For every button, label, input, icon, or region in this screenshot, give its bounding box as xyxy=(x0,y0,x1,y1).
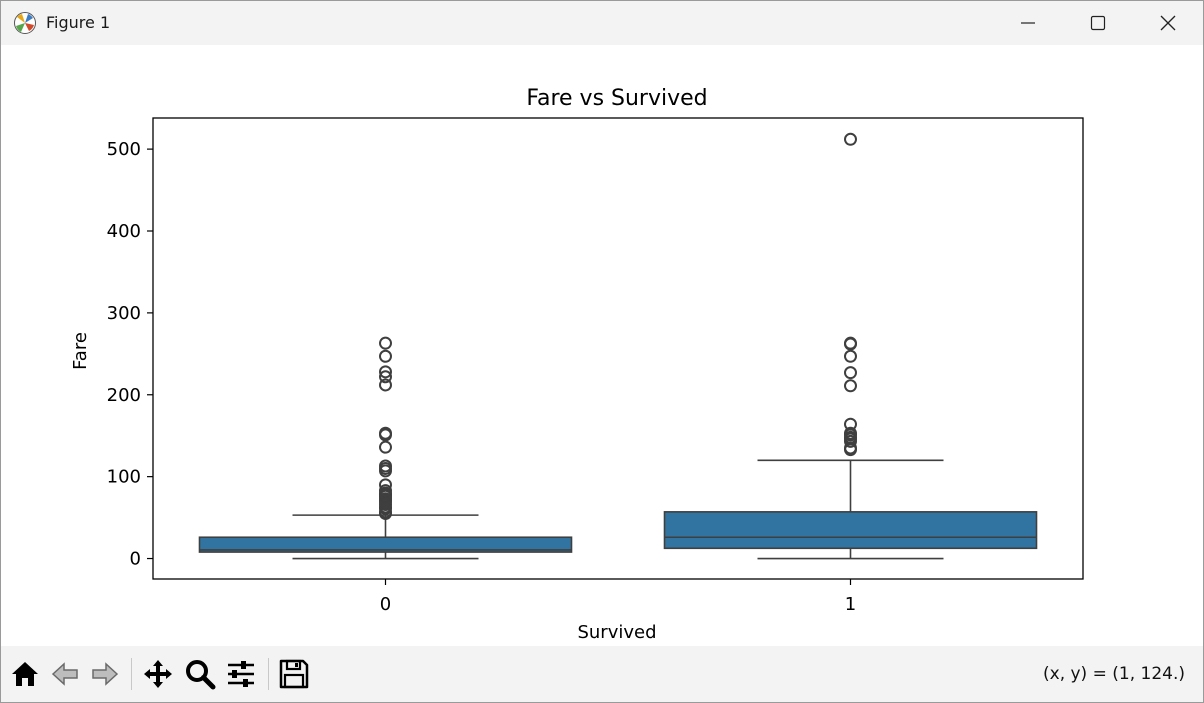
outlier-point xyxy=(379,459,392,473)
outlier-point xyxy=(844,426,857,440)
outlier-point xyxy=(379,440,392,454)
figure-canvas[interactable]: Fare vs Survived 0 100 200 300 400 500 0 1 Sur… xyxy=(1,45,1203,645)
x-tick-label: 0 xyxy=(380,594,391,615)
box-group-1 xyxy=(663,132,1038,560)
outlier-point xyxy=(379,370,392,384)
y-tick-label: 300 xyxy=(107,303,141,324)
toolbar-separator xyxy=(268,658,269,690)
outlier-point xyxy=(379,426,392,440)
pan-icon xyxy=(144,660,172,688)
configure-subplots-icon xyxy=(228,661,254,687)
outlier-point xyxy=(379,484,392,498)
home-icon xyxy=(12,662,38,686)
x-axis-label: Survived xyxy=(577,622,656,643)
box-group-0 xyxy=(198,336,573,560)
y-tick-label: 500 xyxy=(107,139,141,160)
box-plot: Fare vs Survived 0 100 200 300 400 500 0 1 Sur… xyxy=(70,86,1084,643)
box-body xyxy=(663,511,1038,550)
title-bar: Figure 1 xyxy=(1,1,1203,45)
maximize-icon xyxy=(1090,15,1106,31)
chart-title: Fare vs Survived xyxy=(526,86,707,111)
outlier-point xyxy=(844,349,857,363)
matplotlib-icon xyxy=(14,12,36,34)
navigation-toolbar: (x, y) = (1, 124.) xyxy=(1,646,1203,702)
maximize-button[interactable] xyxy=(1063,1,1133,45)
box-body xyxy=(198,536,573,553)
zoom-icon xyxy=(186,660,216,690)
y-tick-label: 400 xyxy=(107,221,141,242)
window-title: Figure 1 xyxy=(46,13,111,32)
toolbar-separator xyxy=(131,658,132,690)
y-tick-label: 100 xyxy=(107,467,141,488)
outlier-point xyxy=(844,379,857,393)
outlier-point xyxy=(379,378,392,392)
close-icon xyxy=(1160,15,1176,31)
x-tick-label: 1 xyxy=(845,594,856,615)
pan-button[interactable] xyxy=(140,656,176,692)
outlier-point xyxy=(379,478,392,492)
back-arrow-icon xyxy=(51,662,78,686)
outlier-point xyxy=(844,132,857,146)
plot-frame xyxy=(152,117,1084,580)
forward-button[interactable] xyxy=(87,656,123,692)
configure-subplots-button[interactable] xyxy=(223,656,259,692)
y-tick-label: 0 xyxy=(130,549,141,570)
outlier-point xyxy=(379,336,392,350)
outlier-point xyxy=(379,365,392,379)
outlier-point xyxy=(844,366,857,380)
home-button[interactable] xyxy=(7,656,43,692)
outlier-point xyxy=(379,349,392,363)
y-axis-label: Fare xyxy=(70,332,91,370)
save-button[interactable] xyxy=(276,656,312,692)
y-tick-label: 200 xyxy=(107,385,141,406)
back-button[interactable] xyxy=(47,656,83,692)
outlier-point xyxy=(844,336,857,350)
minimize-icon xyxy=(1021,22,1035,24)
outlier-point xyxy=(844,417,857,431)
close-button[interactable] xyxy=(1133,1,1203,45)
forward-arrow-icon xyxy=(92,662,119,686)
minimize-button[interactable] xyxy=(993,1,1063,45)
cursor-coordinates: (x, y) = (1, 124.) xyxy=(1043,664,1185,684)
zoom-button[interactable] xyxy=(182,656,218,692)
save-icon xyxy=(279,659,309,689)
